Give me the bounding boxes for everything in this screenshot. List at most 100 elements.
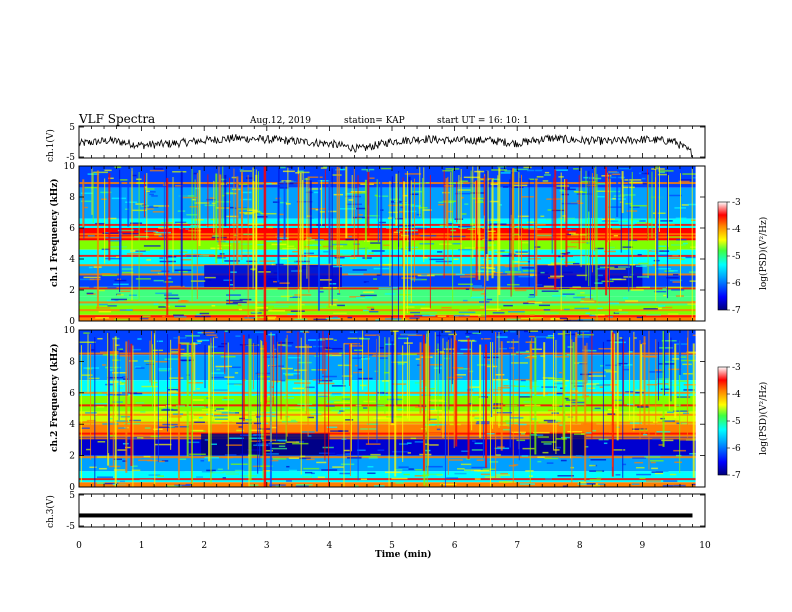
ch1-spectrogram-speckle: [532, 223, 546, 226]
ch2-spectrogram-sferic: [305, 344, 307, 415]
ch1-spectrogram-speckle: [273, 272, 278, 274]
ch1-spectrogram-speckle: [511, 186, 524, 189]
ch1-spectrogram-speckle: [166, 256, 177, 258]
ch1-spectrogram-speckle: [337, 293, 341, 295]
ch1-spectrogram-speckle: [643, 270, 659, 272]
ch2-spectrogram-speckle: [343, 449, 350, 452]
ch2-spectrogram-speckle: [454, 472, 467, 475]
ch1-spectrogram-speckle: [255, 316, 264, 319]
ch2-spectrogram-sferic: [125, 341, 128, 473]
x-tick-label: 3: [264, 541, 270, 551]
ch1-spectrogram-speckle: [635, 293, 644, 296]
ch1-spectrogram-sferic: [317, 167, 320, 311]
ch1-spectrogram-speckle: [272, 201, 280, 203]
ch1-spectrogram-speckle: [657, 173, 667, 176]
ch1-spectrogram-speckle: [617, 266, 630, 268]
ch1-spectrogram-speckle: [101, 273, 111, 275]
ch1-spectrogram-speckle: [297, 171, 310, 174]
ch1-spectrogram-speckle: [263, 288, 278, 290]
ch2-spectrogram-sferic: [208, 345, 211, 462]
ch2-spectrogram-speckle: [99, 467, 107, 470]
ch2-spectrogram-speckle: [331, 409, 345, 412]
ch2-spectrogram-sferic: [437, 343, 439, 428]
ch2-spectrogram-sferic: [429, 345, 431, 421]
ch2-spectrogram-sferic: [467, 338, 470, 460]
ch2-spectrogram-speckle: [360, 478, 367, 481]
ch1-spectrogram-speckle: [204, 276, 216, 279]
ch2-spectrogram-sferic: [602, 341, 604, 449]
ch1-spectrogram-speckle: [363, 291, 374, 293]
ch1-spectrogram-speckle: [293, 260, 310, 263]
ch1-spectrogram-speckle: [287, 166, 293, 169]
ch1-spectrogram-speckle: [277, 237, 289, 239]
ch1-spectrogram-speckle: [618, 167, 632, 170]
ch1-spectrogram-speckle: [323, 286, 338, 289]
ch1-spectrogram-speckle: [439, 243, 452, 245]
ch1-spectrogram-speckle: [655, 166, 659, 168]
ch1-spectrogram-sferic: [258, 171, 260, 211]
ch2-spectrogram-speckle: [492, 378, 509, 381]
ch1-spectrogram-speckle: [106, 299, 116, 302]
ch2-spectrogram-speckle: [420, 388, 431, 391]
ch1-spectrogram-speckle: [540, 215, 545, 218]
ch2-spectrogram-speckle: [204, 456, 220, 459]
ch2-spectrogram-speckle: [201, 470, 213, 473]
ch1-spectrogram-speckle: [608, 206, 622, 208]
ch1-spectrogram-speckle: [204, 204, 216, 207]
ch1-spectrogram-speckle: [174, 316, 187, 318]
ch1-colorbar-tick-label: -5: [732, 252, 741, 262]
ch2-spectrogram-speckle: [212, 389, 228, 391]
ch2-spectrogram-sferic: [529, 340, 531, 483]
ch2-spectrogram-speckle: [308, 407, 318, 409]
ch2-spectrogram-sferic: [613, 333, 616, 413]
ch2-spectrogram-speckle: [519, 483, 536, 485]
ch2-spectrogram-speckle: [547, 334, 555, 337]
ch1-spectrogram-speckle: [139, 317, 149, 320]
ch1-spectrogram-sferic: [229, 177, 231, 305]
ch1-spectrogram-speckle: [581, 298, 594, 300]
ch2-spectrogram-speckle: [563, 403, 570, 405]
ch1-spectrogram-speckle: [531, 297, 545, 300]
ch2-spectrogram-speckle: [214, 418, 229, 420]
ch2-spectrogram-sferic: [655, 339, 657, 436]
ch1-spectrogram-speckle: [669, 270, 678, 272]
ch2-spectrogram-speckle: [338, 430, 349, 432]
ch1-spectrogram-speckle: [174, 185, 183, 187]
ch1-spectrogram-speckle: [563, 188, 576, 191]
ch2-spectrogram-speckle: [500, 472, 509, 475]
ch2-spectrogram-speckle: [108, 369, 114, 371]
ch1-spectrogram-speckle: [129, 222, 143, 224]
ch1-spectrogram-speckle: [597, 183, 607, 185]
ch1-spectrogram-speckle: [389, 216, 394, 219]
ch1-spectrogram-speckle: [655, 307, 662, 310]
ch1-spectrogram-speckle: [442, 258, 450, 260]
ch2-spectrogram-sferic: [322, 330, 324, 375]
ch2-spectrogram-speckle: [520, 357, 526, 360]
ch1-spectrogram-speckle: [142, 315, 151, 318]
ch1-spectrogram-sferic: [196, 172, 198, 300]
ch1-spectrogram-speckle: [294, 294, 312, 296]
ch1-spectrogram-sferic: [477, 166, 479, 235]
ch2-spectrogram-speckle: [96, 349, 107, 351]
ch2-spectrogram-sferic: [90, 344, 92, 460]
ch2-spectrogram-sferic: [426, 330, 428, 487]
ch2-spectrogram-speckle: [161, 460, 169, 462]
ch1-colorbar-label: log(PSD)(V²/Hz): [758, 217, 769, 290]
x-tick-label: 5: [389, 541, 395, 551]
ch1-spectrogram-speckle: [107, 287, 117, 289]
ch1-spectrogram-speckle: [306, 244, 322, 246]
ch1-spectrogram-speckle: [275, 235, 285, 238]
ch1-spectrogram-speckle: [470, 291, 483, 294]
ch2-spectrogram-speckle: [81, 427, 90, 429]
ch2-spectrogram-speckle: [263, 470, 272, 472]
ch1-spectrogram-speckle: [545, 218, 552, 221]
ch2-spectrogram-sferic: [552, 332, 554, 451]
ch2-spectrogram-sferic: [362, 330, 364, 390]
ch1-spectrogram-sferic: [485, 170, 488, 255]
ch2-spectrogram-speckle: [425, 473, 442, 476]
ch1-spectrogram-speckle: [143, 206, 159, 208]
ch2-spectrogram-speckle: [676, 396, 691, 398]
ch2-spectrogram-speckle: [300, 455, 306, 458]
ch1-spectrogram-speckle: [550, 318, 555, 321]
ch2-spectrogram-speckle: [102, 364, 107, 366]
